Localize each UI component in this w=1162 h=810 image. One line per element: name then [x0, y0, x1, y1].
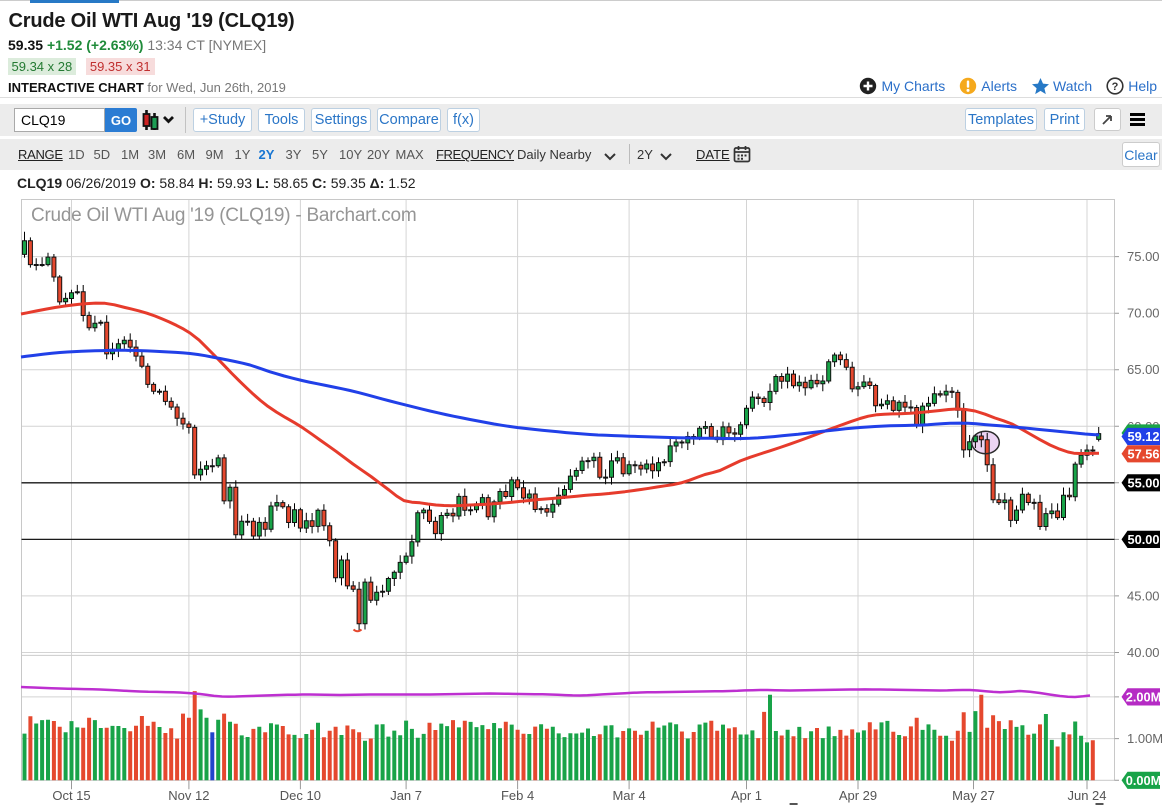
svg-text:45.00: 45.00: [1127, 588, 1160, 603]
svg-text:59.12: 59.12: [1127, 429, 1159, 444]
svg-text:65.00: 65.00: [1127, 362, 1160, 377]
svg-text:0.00M: 0.00M: [1126, 773, 1162, 788]
svg-text:Feb 4: Feb 4: [501, 788, 534, 803]
svg-text:Apr 29: Apr 29: [839, 788, 877, 803]
svg-text:75.00: 75.00: [1127, 249, 1160, 264]
svg-text:70.00: 70.00: [1127, 306, 1160, 321]
svg-text:?: ?: [1112, 81, 1119, 93]
svg-text:2.00M: 2.00M: [1126, 690, 1162, 705]
svg-text:57.56: 57.56: [1127, 447, 1159, 462]
svg-text:1.00M: 1.00M: [1127, 731, 1162, 746]
svg-text:50.00: 50.00: [1127, 532, 1159, 547]
svg-text:Jan 7: Jan 7: [390, 788, 422, 803]
svg-text:Apr 1: Apr 1: [731, 788, 762, 803]
svg-text:55.00: 55.00: [1127, 476, 1159, 491]
svg-text:Nov 12: Nov 12: [168, 788, 209, 803]
svg-text:Oct 15: Oct 15: [52, 788, 90, 803]
svg-text:40.00: 40.00: [1127, 645, 1160, 660]
svg-text:Mar 4: Mar 4: [612, 788, 645, 803]
svg-text:Crude Oil WTI Aug '19 (CLQ19): Crude Oil WTI Aug '19 (CLQ19) - Barchart…: [31, 205, 416, 226]
svg-text:Jun 24: Jun 24: [1067, 788, 1106, 803]
svg-text:Dec 10: Dec 10: [280, 788, 321, 803]
svg-text:May 27: May 27: [952, 788, 995, 803]
